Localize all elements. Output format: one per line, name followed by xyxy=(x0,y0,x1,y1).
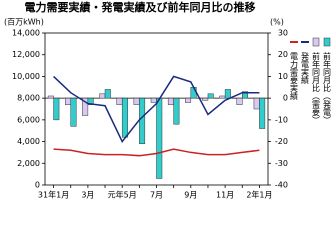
y2-tick-label: 20 xyxy=(278,50,288,59)
y2-tick-label: -30 xyxy=(275,159,288,168)
y-tick-label: 8,000 xyxy=(17,94,40,103)
bar xyxy=(259,97,266,129)
y-tick-label: 12,000 xyxy=(12,50,40,59)
y-tick-label: 14,000 xyxy=(12,29,40,38)
x-tick-label: 3月 xyxy=(81,191,94,200)
bar xyxy=(64,97,71,105)
bar xyxy=(133,97,140,105)
legend-label: 電力需要実績 xyxy=(290,52,299,101)
bar xyxy=(53,97,60,121)
bar xyxy=(150,97,157,103)
y2-tick-label: 30 xyxy=(278,29,288,38)
bar xyxy=(70,97,77,127)
x-tick-label: 2年1月 xyxy=(246,190,272,200)
bar xyxy=(82,97,89,116)
bar xyxy=(173,97,180,125)
bar xyxy=(121,97,128,138)
bar xyxy=(190,87,197,99)
bar xyxy=(139,97,146,144)
y2-tick-label: 10 xyxy=(278,72,288,81)
legend-swatch xyxy=(312,37,320,47)
y2-tick-label: -10 xyxy=(275,115,288,124)
y2-tick-label: 0 xyxy=(283,94,288,103)
bar xyxy=(47,95,54,99)
y2-axis-label: (%) xyxy=(270,18,284,27)
y-tick-label: 4,000 xyxy=(17,137,40,146)
bar xyxy=(207,93,214,99)
bar xyxy=(185,97,192,103)
legend-label: 発電実績 xyxy=(301,52,310,85)
bar xyxy=(156,97,163,179)
bar xyxy=(224,89,231,99)
bar xyxy=(167,97,174,105)
bar xyxy=(99,93,106,99)
bar xyxy=(236,97,243,105)
legend-label: 前年同月比（発電） xyxy=(323,51,332,124)
bar xyxy=(202,97,209,101)
y-tick-label: 10,000 xyxy=(12,72,40,81)
x-tick-label: 9月 xyxy=(184,191,197,200)
chart-title: 電力需要実績・発電実績及び前年同月比の推移 xyxy=(25,0,256,14)
y-axis-label: (百万kWh) xyxy=(4,18,44,27)
bar xyxy=(242,91,249,99)
y-tick-label: 6,000 xyxy=(17,115,40,124)
x-tick-label: 31年1月 xyxy=(38,190,69,200)
y-tick-label: 2,000 xyxy=(17,159,40,168)
y2-tick-label: -40 xyxy=(275,181,288,190)
legend-swatch xyxy=(323,37,331,47)
bar xyxy=(253,97,260,110)
bar xyxy=(219,95,226,99)
legend-label: 前年同月比（需要） xyxy=(312,51,321,124)
y-tick-label: 0 xyxy=(35,181,40,190)
x-tick-label: 7月 xyxy=(150,191,163,200)
bar xyxy=(104,89,111,99)
line xyxy=(53,148,260,157)
x-tick-label: 11月 xyxy=(216,191,234,200)
bar xyxy=(116,97,123,105)
line xyxy=(53,75,260,143)
y2-tick-label: -20 xyxy=(275,137,288,146)
x-tick-label: 元年5月 xyxy=(108,190,137,200)
